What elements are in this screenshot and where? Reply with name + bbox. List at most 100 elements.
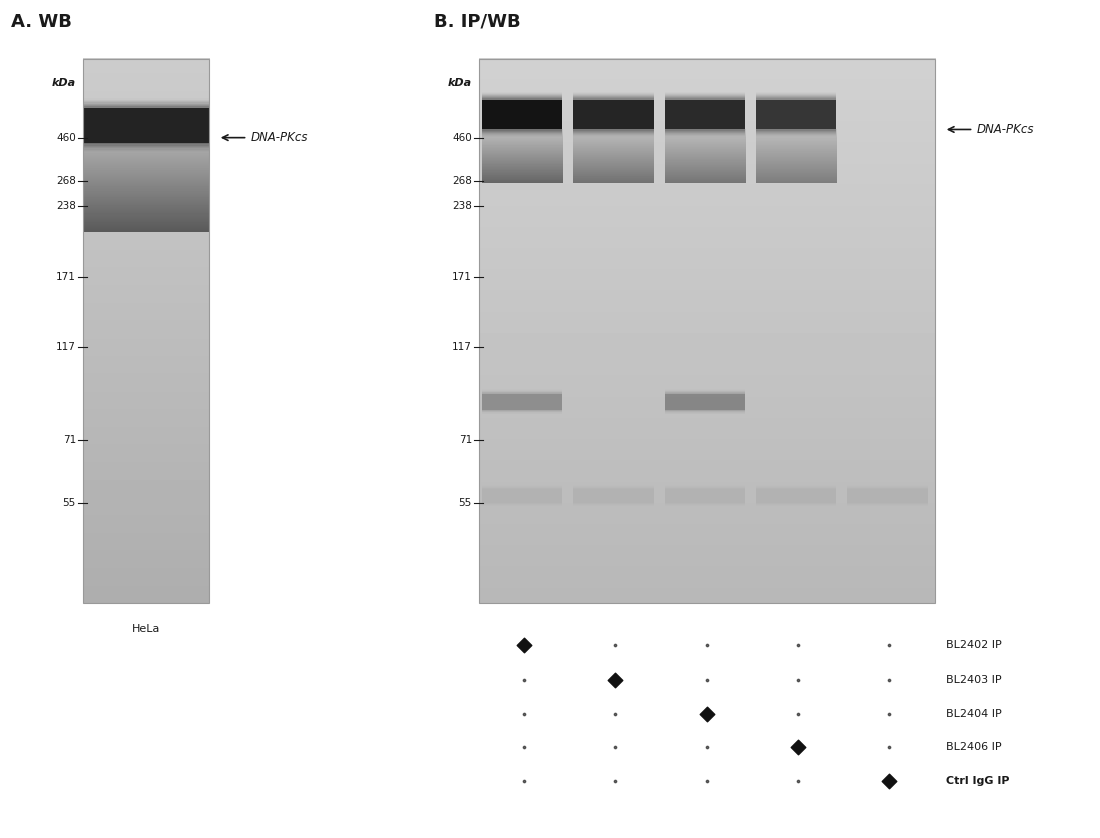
Point: [515, 674, 532, 687]
Point: [607, 639, 625, 652]
Bar: [756, 129, 836, 133]
Bar: [664, 485, 745, 489]
Bar: [756, 129, 836, 138]
Point: [515, 774, 532, 788]
Point: [515, 707, 532, 721]
Bar: [664, 394, 745, 410]
Bar: [664, 392, 745, 394]
Bar: [482, 410, 562, 411]
Bar: [664, 410, 745, 411]
Bar: [756, 95, 836, 100]
Bar: [82, 104, 209, 107]
Bar: [82, 143, 209, 150]
Text: 71: 71: [63, 435, 76, 445]
Text: 171: 171: [56, 272, 76, 282]
Bar: [82, 143, 209, 153]
Bar: [482, 410, 562, 411]
Bar: [482, 129, 562, 135]
Bar: [482, 394, 562, 410]
Bar: [482, 486, 562, 489]
Point: [697, 741, 715, 754]
Bar: [847, 486, 927, 489]
Bar: [664, 410, 745, 411]
Bar: [664, 488, 745, 489]
Bar: [82, 101, 209, 107]
Bar: [664, 485, 745, 489]
Bar: [482, 98, 562, 100]
Bar: [756, 503, 836, 505]
Bar: [847, 503, 927, 506]
Bar: [82, 59, 209, 603]
Bar: [82, 143, 209, 147]
Point: [790, 639, 807, 652]
Bar: [573, 503, 653, 504]
Bar: [482, 410, 562, 414]
Bar: [482, 100, 562, 129]
Bar: [482, 503, 562, 505]
Bar: [482, 391, 562, 394]
Bar: [482, 96, 562, 100]
Point: [607, 774, 625, 788]
Bar: [482, 487, 562, 489]
Bar: [482, 391, 562, 394]
Bar: [847, 485, 927, 489]
Bar: [664, 410, 745, 415]
Text: kDa: kDa: [52, 78, 76, 88]
Text: 268: 268: [452, 176, 472, 186]
Bar: [664, 93, 745, 100]
Bar: [664, 129, 745, 137]
Bar: [756, 129, 836, 137]
Bar: [478, 59, 935, 603]
Bar: [573, 489, 653, 503]
Bar: [847, 489, 927, 503]
Point: [880, 674, 898, 687]
Bar: [664, 96, 745, 100]
Bar: [664, 129, 745, 132]
Bar: [482, 91, 562, 100]
Bar: [573, 503, 653, 504]
Text: Ctrl IgG IP: Ctrl IgG IP: [946, 776, 1010, 786]
Point: [790, 674, 807, 687]
Text: BL2406 IP: BL2406 IP: [946, 742, 1002, 753]
Bar: [664, 410, 745, 412]
Text: HeLa: HeLa: [132, 624, 160, 634]
Point: [697, 674, 715, 687]
Bar: [756, 485, 836, 489]
Bar: [82, 143, 209, 151]
Bar: [573, 487, 653, 489]
Bar: [482, 392, 562, 394]
Point: [607, 741, 625, 754]
Bar: [482, 129, 562, 131]
Bar: [756, 93, 836, 100]
Bar: [82, 98, 209, 107]
Bar: [573, 129, 653, 137]
Bar: [756, 94, 836, 100]
Bar: [664, 94, 745, 100]
Text: 117: 117: [56, 343, 76, 352]
Point: [515, 741, 532, 754]
Text: 117: 117: [452, 343, 472, 352]
Bar: [756, 503, 836, 507]
Point: [697, 707, 715, 721]
Bar: [482, 94, 562, 100]
Bar: [847, 503, 927, 505]
Bar: [756, 503, 836, 504]
Bar: [847, 487, 927, 489]
Bar: [82, 102, 209, 107]
Bar: [482, 503, 562, 504]
Bar: [573, 129, 653, 137]
Bar: [847, 486, 927, 489]
Bar: [82, 143, 209, 148]
Bar: [573, 486, 653, 489]
Bar: [573, 91, 653, 100]
Point: [790, 741, 807, 754]
Text: 460: 460: [452, 132, 472, 142]
Bar: [482, 410, 562, 415]
Bar: [847, 503, 927, 505]
Bar: [664, 391, 745, 394]
Bar: [664, 486, 745, 489]
Bar: [847, 503, 927, 504]
Bar: [82, 107, 209, 143]
Bar: [482, 91, 562, 100]
Bar: [82, 100, 209, 107]
